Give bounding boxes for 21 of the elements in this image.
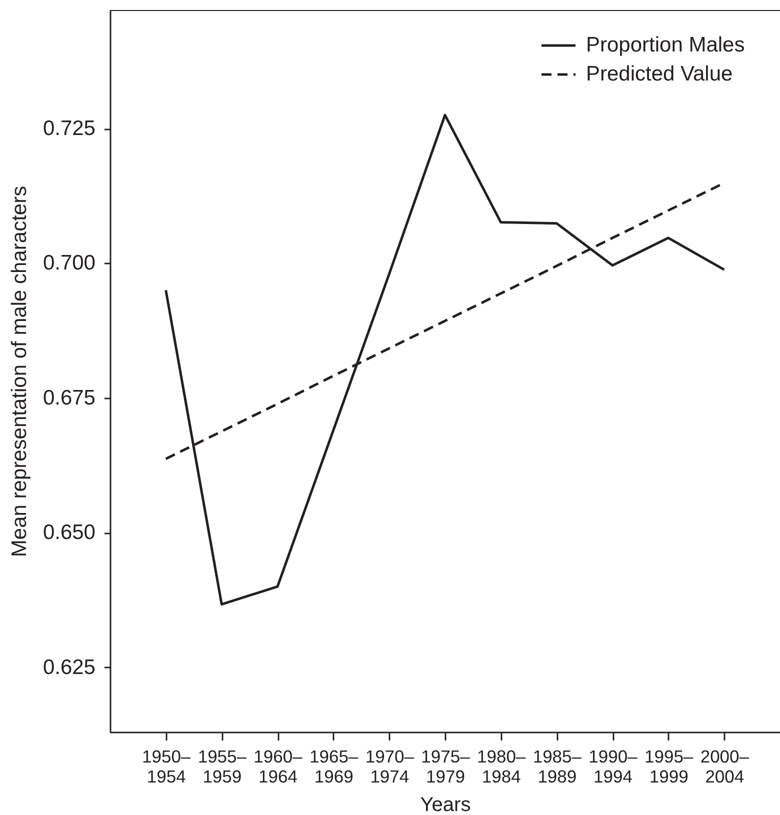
y-tick-label: 0.700 — [42, 252, 96, 275]
x-tick-label: 1965– 1969 — [309, 746, 358, 786]
x-tick-label: 1985– 1989 — [532, 746, 582, 786]
x-tick-label: 1955– 1959 — [198, 746, 247, 786]
legend-label: Predicted Value — [586, 62, 733, 86]
y-tick-label: 0.625 — [42, 656, 96, 679]
line-series — [164, 114, 726, 606]
y-tick-label: 0.675 — [42, 386, 96, 410]
x-axis-title: Years — [420, 794, 471, 815]
x-tick-label: 1950– 1954 — [142, 746, 191, 786]
y-axis-title: Mean representation of male characters — [8, 186, 31, 558]
legend-label: Proportion Males — [586, 34, 745, 56]
y-tick-label: 0.650 — [42, 521, 96, 544]
x-tick-label: 1960– 1964 — [254, 746, 303, 786]
x-tick-label: 1970– 1974 — [365, 746, 414, 786]
x-tick-label: 1990– 1994 — [588, 746, 638, 786]
x-tick-label: 1975– 1979 — [421, 746, 470, 786]
y-tick-label: 0.725 — [42, 117, 96, 140]
x-tick-label: 1995– 1999 — [644, 746, 694, 786]
x-tick-label: 2000– 2004 — [700, 746, 750, 786]
x-tick-label: 1980– 1984 — [476, 746, 526, 786]
